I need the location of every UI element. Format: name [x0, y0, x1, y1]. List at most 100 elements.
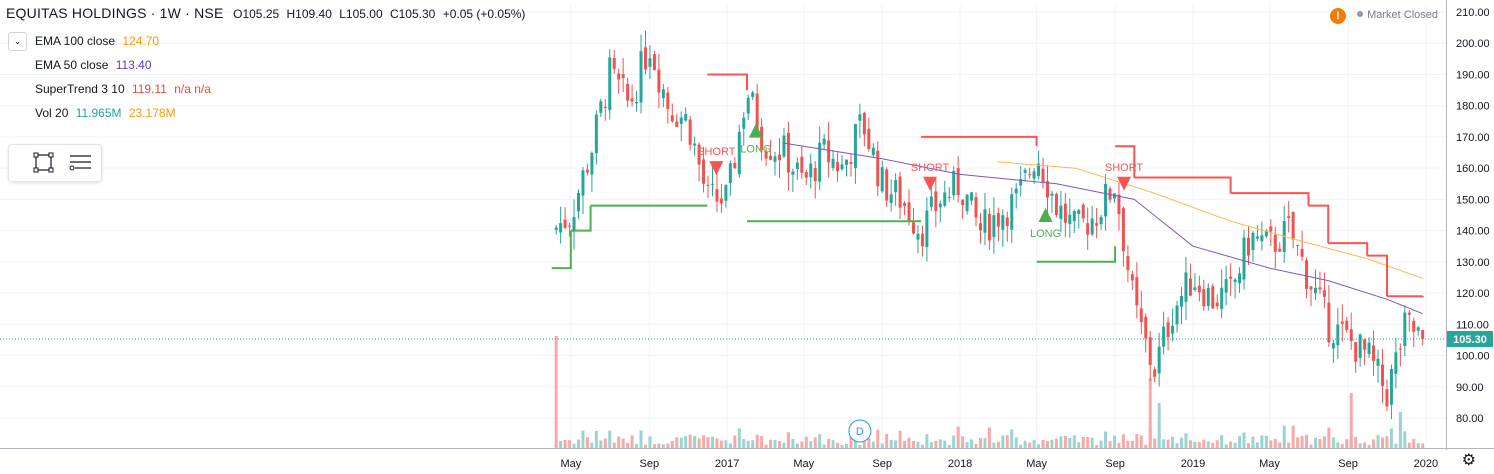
volume-bar: [1112, 435, 1116, 448]
candle-body: [920, 233, 924, 247]
supertrend-down-line: [707, 73, 748, 91]
candle-body: [1206, 287, 1210, 306]
volume-bar: [947, 444, 951, 448]
candle-body: [911, 222, 915, 234]
volume-bar: [894, 440, 898, 448]
candle-body: [1077, 209, 1081, 214]
volume-bar: [978, 438, 982, 448]
volume-bar: [581, 430, 585, 448]
volume-bar: [907, 437, 911, 448]
candle-body: [777, 154, 781, 161]
candle-body: [621, 74, 625, 79]
candle-body: [1211, 286, 1215, 309]
candle-body: [554, 227, 558, 230]
candle-body: [657, 69, 661, 93]
volume-bar: [719, 440, 723, 448]
candle-body: [1363, 339, 1367, 350]
volume-bar: [594, 430, 598, 448]
volume-bar: [1072, 435, 1076, 448]
volume-bar: [818, 434, 822, 448]
candle-body: [1175, 305, 1179, 325]
supertrend-down-line: [921, 135, 1038, 147]
indicator-volume[interactable]: Vol 20 11.965M 23.178M: [35, 106, 176, 120]
high-value: H109.40: [286, 7, 332, 21]
candle-body: [996, 213, 1000, 227]
candle-body: [1028, 174, 1032, 176]
candle-body: [1296, 244, 1300, 246]
warning-icon[interactable]: !: [1330, 8, 1346, 24]
candle-body: [1068, 214, 1072, 225]
volume-bar: [1269, 440, 1273, 448]
volume-bar: [970, 439, 974, 448]
indicator-ema100[interactable]: EMA 100 close 124.70: [35, 34, 159, 48]
volume-bar: [885, 433, 889, 448]
candle-body: [786, 132, 790, 173]
symbol-title[interactable]: EQUITAS HOLDINGS · 1W · NSE: [6, 5, 224, 21]
volume-bar: [1179, 437, 1183, 448]
volume-bar: [827, 438, 831, 448]
candle-body: [706, 184, 710, 186]
candle-body: [1416, 327, 1420, 331]
volume-bar: [1229, 441, 1233, 448]
list-settings-icon[interactable]: [66, 149, 94, 177]
long-signal-arrow: [1038, 208, 1053, 222]
candle-body: [795, 162, 799, 169]
gear-icon[interactable]: ⚙: [1461, 452, 1476, 469]
ohlc-values: O105.25 H109.40 L105.00 C105.30 +0.05 (+…: [233, 7, 529, 21]
volume-bar: [666, 443, 670, 448]
volume-bar: [1220, 435, 1224, 448]
volume-bar: [898, 430, 902, 448]
indicator-ema50[interactable]: EMA 50 close 113.40: [35, 58, 152, 72]
y-tick-label: 200.00: [1456, 38, 1490, 50]
rectangle-select-icon[interactable]: [29, 149, 57, 177]
volume-bar: [911, 441, 915, 448]
volume-bar: [1184, 433, 1188, 448]
candle-body: [585, 169, 589, 173]
volume-bar: [724, 440, 728, 448]
volume-bar: [657, 443, 661, 448]
volume-bar: [858, 444, 862, 448]
indicator-supertrend[interactable]: SuperTrend 3 10 119.11 n/a n/a: [35, 82, 211, 96]
candle-body: [1340, 321, 1344, 324]
volume-bar: [675, 437, 679, 448]
candle-body: [1095, 223, 1099, 226]
collapse-legend-button[interactable]: ⌄: [8, 32, 27, 51]
candle-body: [1278, 248, 1282, 252]
volume-bar: [1345, 439, 1349, 448]
y-tick-label: 170.00: [1456, 132, 1490, 144]
x-tick-label: May: [560, 458, 581, 470]
volume-bar: [702, 435, 706, 448]
market-status-label: Market Closed: [1367, 9, 1438, 21]
close-value: C105.30: [389, 7, 436, 21]
supertrend-down-line: [1367, 254, 1388, 297]
candle-body: [1072, 210, 1076, 222]
candle-body: [1081, 204, 1085, 219]
volume-bar: [1126, 440, 1130, 448]
candle-body: [809, 163, 813, 178]
candle-body: [1233, 279, 1237, 283]
candle-body: [1148, 337, 1152, 365]
candle-body: [1023, 169, 1027, 173]
candle-body: [880, 167, 884, 192]
candle-body: [1019, 179, 1023, 186]
volume-bar: [1251, 436, 1255, 448]
short-signal-arrow: [1117, 176, 1132, 191]
grid: [0, 5, 1446, 448]
volume-bar: [1117, 442, 1121, 448]
volume-bar: [1238, 435, 1242, 448]
volume-bar: [809, 441, 813, 448]
candle-body: [1166, 322, 1170, 338]
candle-body: [867, 128, 871, 149]
candle-body: [1376, 358, 1380, 366]
volume-bar: [1014, 437, 1018, 448]
volume-bar: [684, 436, 688, 448]
volume-bar: [639, 430, 643, 448]
candle-body: [871, 147, 875, 156]
candle-body: [1421, 329, 1425, 339]
candle-body: [840, 164, 844, 170]
candle-body: [1162, 326, 1166, 347]
candle-body: [791, 171, 795, 175]
candle-body: [1188, 278, 1192, 296]
